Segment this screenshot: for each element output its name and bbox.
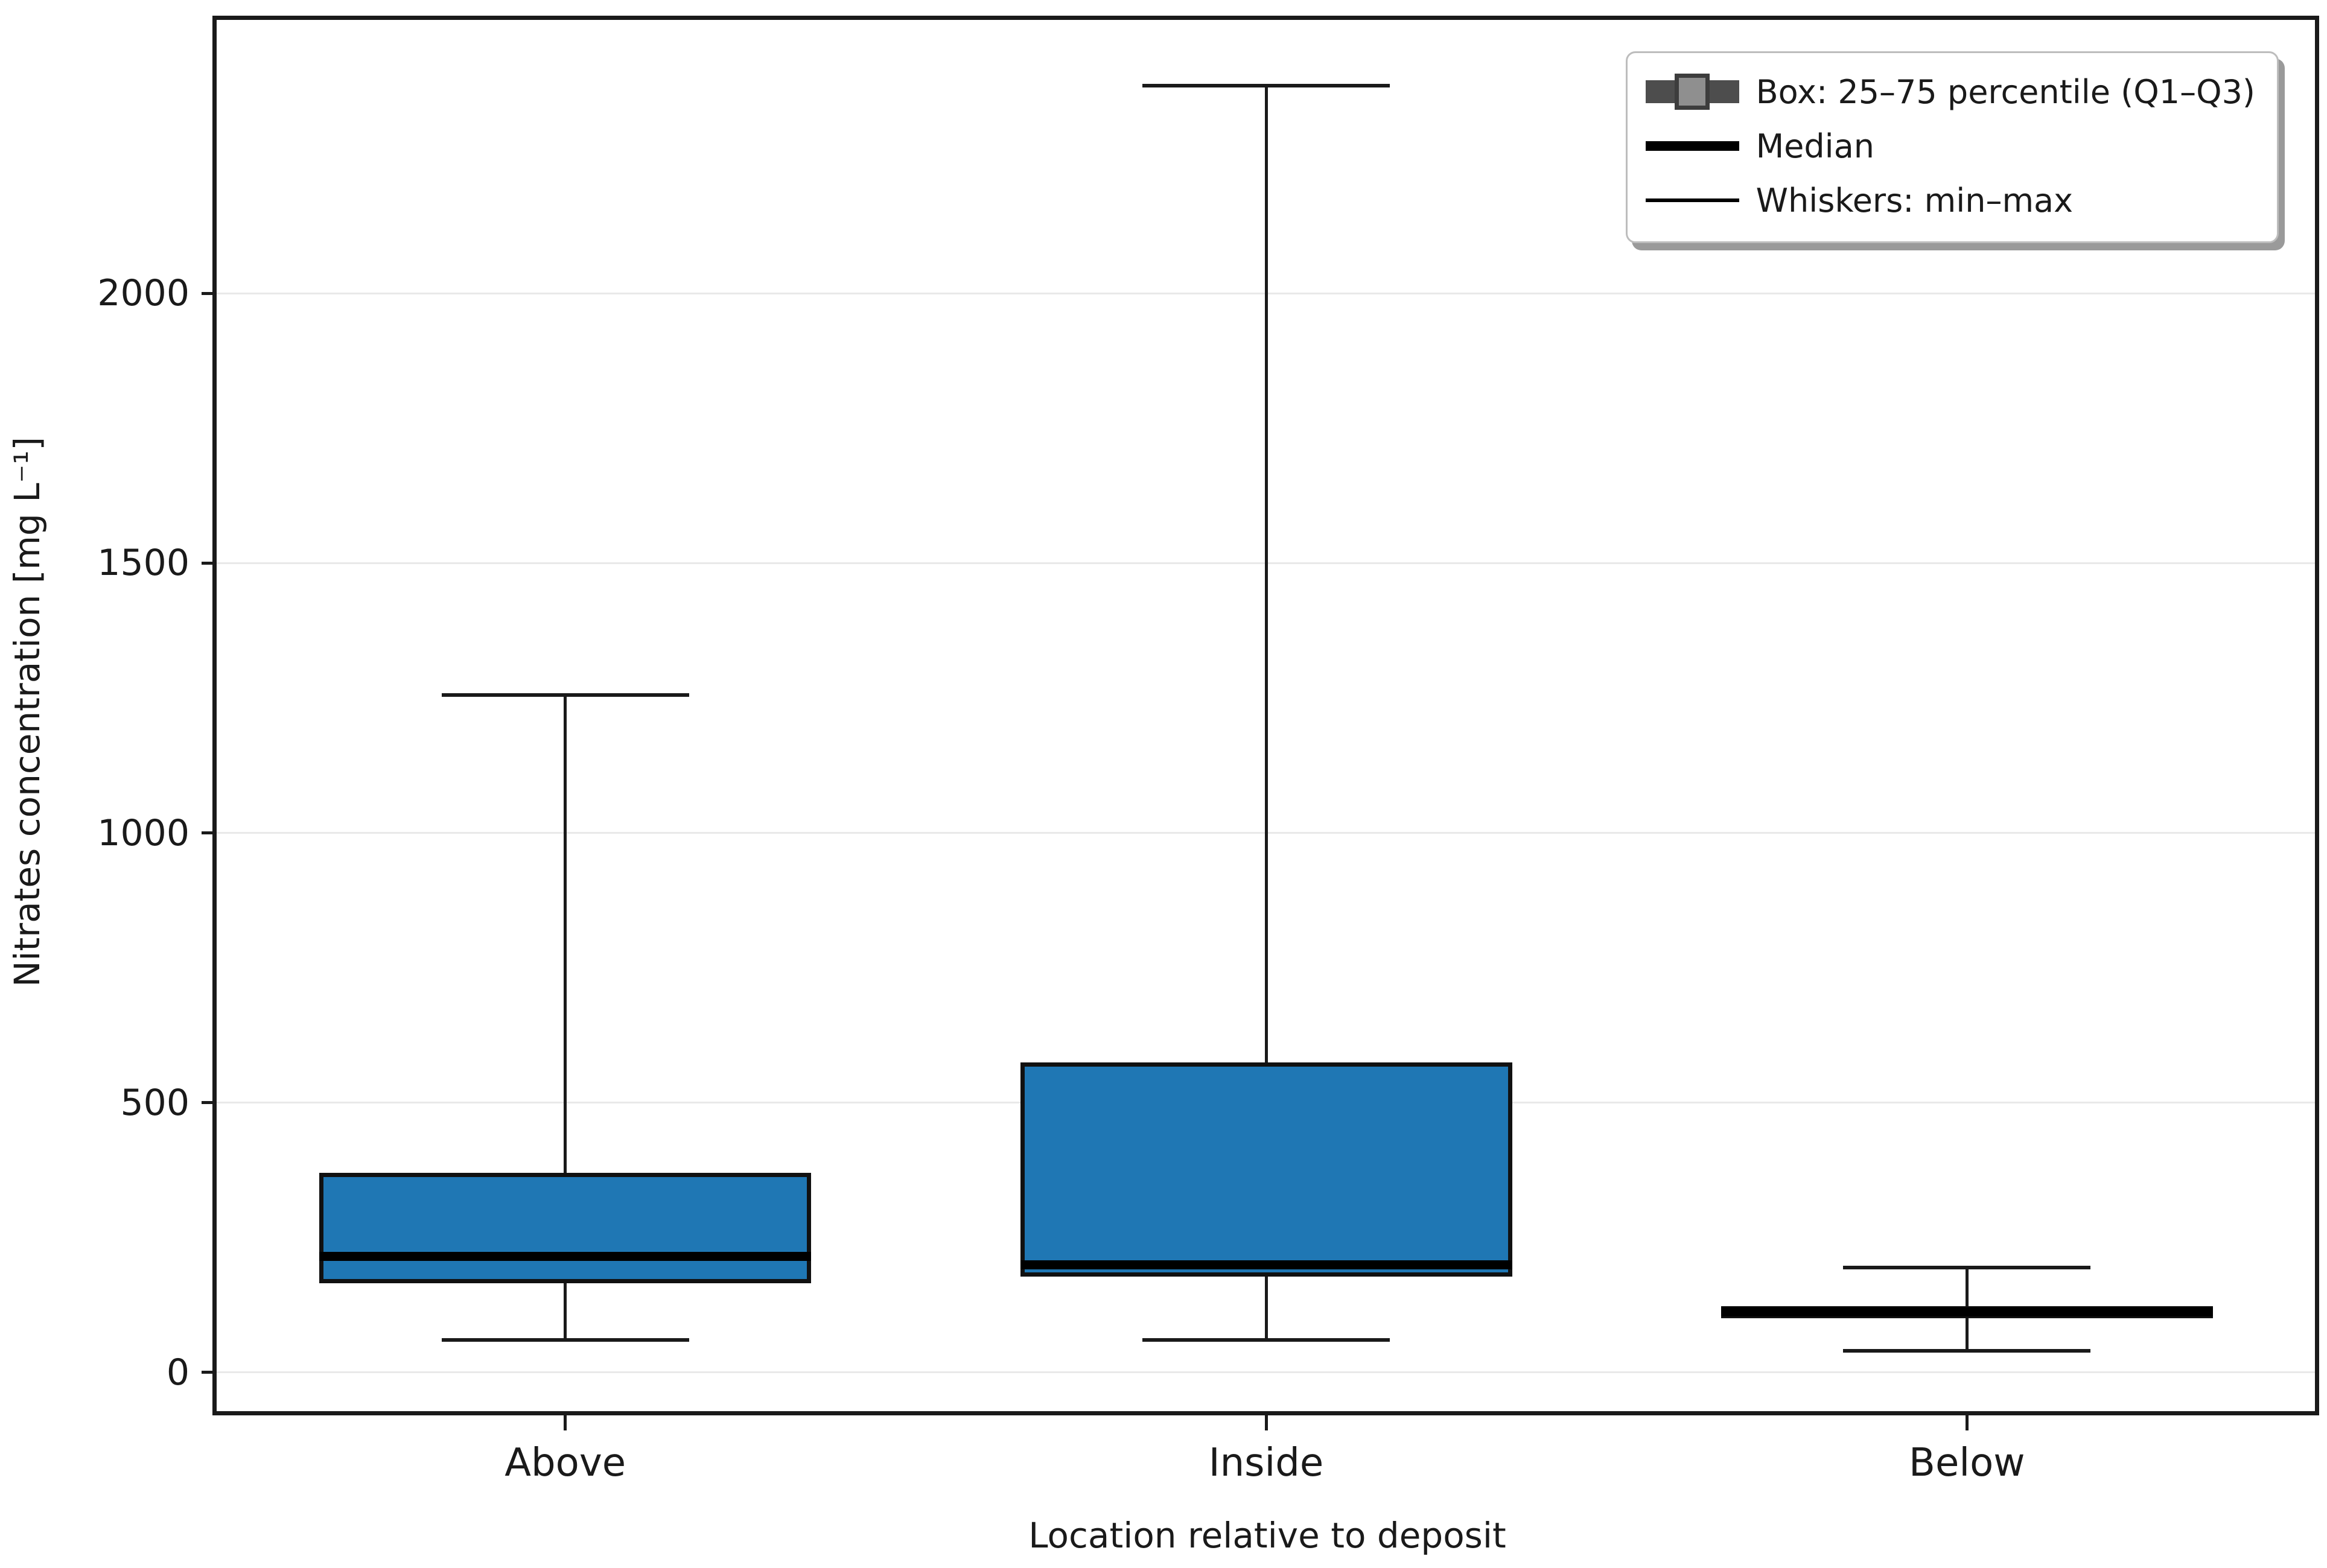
legend-item-whiskers: Whiskers: min–max: [1645, 176, 2255, 224]
legend-item-box: Box: 25–75 percentile (Q1–Q3): [1645, 68, 2255, 116]
whisker-cap-max: [1843, 1265, 2091, 1269]
box: [319, 1172, 812, 1284]
median-line: [1020, 1260, 1512, 1269]
legend: Box: 25–75 percentile (Q1–Q3) Median Whi…: [1625, 51, 2279, 243]
x-tick: [564, 1415, 567, 1430]
median-line-icon: [1645, 122, 1739, 170]
x-tick: [1965, 1415, 1969, 1430]
x-axis-label: Location relative to deposit: [1028, 1515, 1506, 1556]
y-tick-label: 1000: [97, 811, 189, 854]
median-line: [319, 1252, 812, 1262]
y-tick: [202, 291, 215, 295]
y-tick: [202, 1371, 215, 1374]
whisker-cap-min: [1843, 1349, 2091, 1353]
x-tick-label: Below: [1909, 1441, 2025, 1485]
x-tick-label: Above: [505, 1441, 626, 1485]
legend-label-box: Box: 25–75 percentile (Q1–Q3): [1756, 72, 2255, 111]
y-tick-label: 500: [120, 1081, 189, 1124]
y-tick: [202, 831, 215, 835]
legend-box-square: [1675, 74, 1710, 110]
whisker-line: [1264, 85, 1268, 1341]
y-tick-label: 1500: [97, 542, 189, 585]
y-tick-label: 2000: [97, 272, 189, 315]
legend-median-line: [1645, 141, 1739, 151]
median-line: [1721, 1307, 2213, 1317]
legend-whisker-line: [1645, 198, 1739, 202]
whisker-line: [564, 695, 567, 1341]
x-tick-label: Inside: [1208, 1441, 1324, 1485]
y-tick-label: 0: [166, 1351, 189, 1394]
legend-item-median: Median: [1645, 122, 2255, 170]
legend-label-whiskers: Whiskers: min–max: [1756, 181, 2074, 220]
boxplot-box-icon: [1645, 68, 1739, 116]
whisker-line-icon: [1645, 176, 1739, 224]
gridline: [215, 1371, 2317, 1374]
legend-label-median: Median: [1756, 127, 1875, 165]
y-axis-label: Nitrates concentration [mg L⁻¹]: [7, 436, 48, 988]
y-tick: [202, 1101, 215, 1105]
x-tick: [1264, 1415, 1268, 1430]
box: [1020, 1062, 1512, 1277]
whisker-cap-max: [441, 693, 689, 697]
whisker-cap-min: [441, 1338, 689, 1342]
whisker-cap-max: [1142, 83, 1390, 87]
y-tick: [202, 561, 215, 565]
whisker-cap-min: [1142, 1338, 1390, 1342]
